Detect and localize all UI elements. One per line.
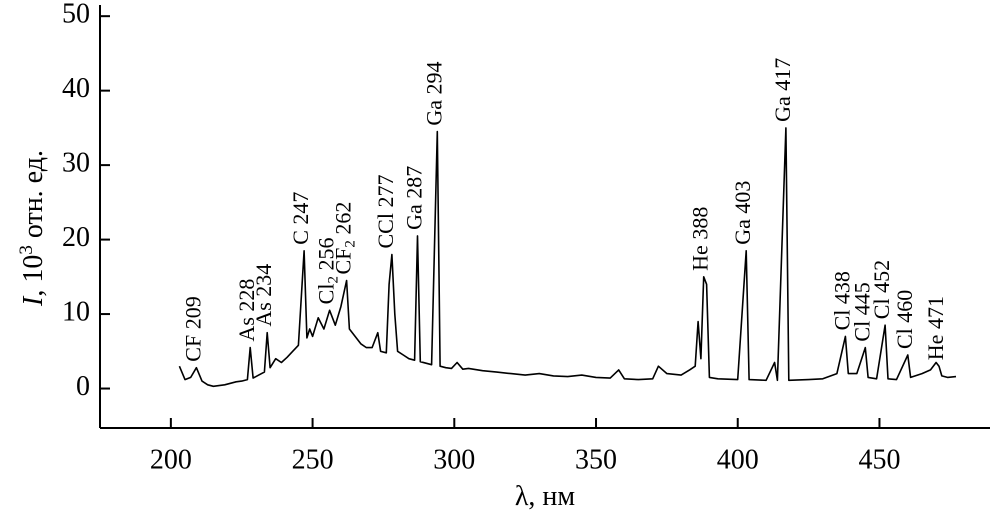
y-label-part: , 10 xyxy=(18,255,49,297)
peak-label: Ga 403 xyxy=(730,181,755,245)
peak-label-name: Cl xyxy=(849,321,874,342)
peak-label-wavelength: 417 xyxy=(769,58,794,97)
peak-label: He 388 xyxy=(687,207,712,271)
peak-label-name: He xyxy=(687,245,712,271)
peak-label-wavelength: 452 xyxy=(869,260,894,299)
peak-label-name: He xyxy=(922,335,947,361)
peak-label-wavelength: 445 xyxy=(849,282,874,321)
peak-label-wavelength: 438 xyxy=(829,271,854,310)
peak-label-wavelength: 287 xyxy=(401,166,426,205)
peak-label-wavelength: 209 xyxy=(180,296,205,335)
peak-label-name: As xyxy=(234,317,259,341)
peak-label-wavelength: 256 xyxy=(313,238,338,277)
y-tick-label: 20 xyxy=(62,222,90,253)
peak-label: Ga 294 xyxy=(421,61,446,125)
peak-label-wavelength: 262 xyxy=(330,202,355,241)
peak-label: Cl 452 xyxy=(869,260,894,319)
peak-label: Cl 460 xyxy=(891,290,916,349)
peak-label-name: CF xyxy=(330,248,355,275)
x-axis-label: λ, нм xyxy=(515,481,576,512)
peak-label: Cl2 256 xyxy=(313,238,342,305)
peak-label: Ga 417 xyxy=(769,58,794,122)
x-tick-label: 300 xyxy=(433,444,475,475)
peak-label-wavelength: 460 xyxy=(891,290,916,329)
peak-label-name: Cl xyxy=(313,284,338,305)
peak-label: C 247 xyxy=(288,192,313,245)
peak-label-wavelength: 471 xyxy=(922,296,947,335)
peak-label: As 228 xyxy=(234,279,259,342)
peak-label-wavelength: 228 xyxy=(234,279,259,318)
peak-label-wavelength: 294 xyxy=(421,61,446,100)
peak-label: CF 209 xyxy=(180,296,205,361)
x-tick-label: 400 xyxy=(717,444,759,475)
peak-label: He 471 xyxy=(922,296,947,360)
spectrum-line xyxy=(178,127,957,388)
peak-label-name: Ga xyxy=(401,204,426,230)
peak-label: CCl 277 xyxy=(373,175,398,249)
peak-label-name: Cl xyxy=(869,298,894,319)
peak-label-wavelength: 234 xyxy=(251,264,276,303)
y-axis-label: I, 103 отн. ед. xyxy=(16,150,50,307)
peak-label-name: Cl xyxy=(891,328,916,349)
peak-label-name: CF xyxy=(180,335,205,362)
peak-label-name: CCl xyxy=(373,213,398,248)
y-tick-label: 40 xyxy=(62,73,90,104)
peak-label: Cl 438 xyxy=(829,271,854,330)
peak-label-name: Ga xyxy=(421,100,446,126)
peak-label-wavelength: 277 xyxy=(373,175,398,214)
y-tick-label: 50 xyxy=(62,0,90,30)
y-tick-label: 30 xyxy=(62,148,90,179)
peak-label-wavelength: 388 xyxy=(687,207,712,246)
peak-label-wavelength: 247 xyxy=(288,192,313,231)
y-label-part: отн. ед. xyxy=(18,150,49,245)
y-label-part: 3 xyxy=(16,245,37,255)
y-tick-label: 10 xyxy=(62,296,90,327)
peak-label-wavelength: 403 xyxy=(730,181,755,220)
peak-label: CF2 262 xyxy=(330,202,359,275)
peak-label: Ga 287 xyxy=(401,166,426,230)
x-tick-label: 200 xyxy=(150,444,192,475)
peak-label-name: Ga xyxy=(769,96,794,122)
peak-label-name: C xyxy=(288,230,313,245)
peak-label-sub: 2 xyxy=(326,276,342,284)
peak-label-name: Ga xyxy=(730,219,755,245)
peak-label-name: Cl xyxy=(829,310,854,331)
x-tick-label: 350 xyxy=(575,444,617,475)
y-label-part: I xyxy=(18,295,49,307)
peak-label-name: As xyxy=(251,302,276,326)
x-tick-label: 250 xyxy=(292,444,334,475)
peak-label-sub: 2 xyxy=(343,240,359,248)
y-tick-label: 0 xyxy=(76,371,90,402)
peak-label: Cl 445 xyxy=(849,282,874,341)
x-tick-label: 450 xyxy=(858,444,900,475)
peak-label: As 234 xyxy=(251,264,276,327)
